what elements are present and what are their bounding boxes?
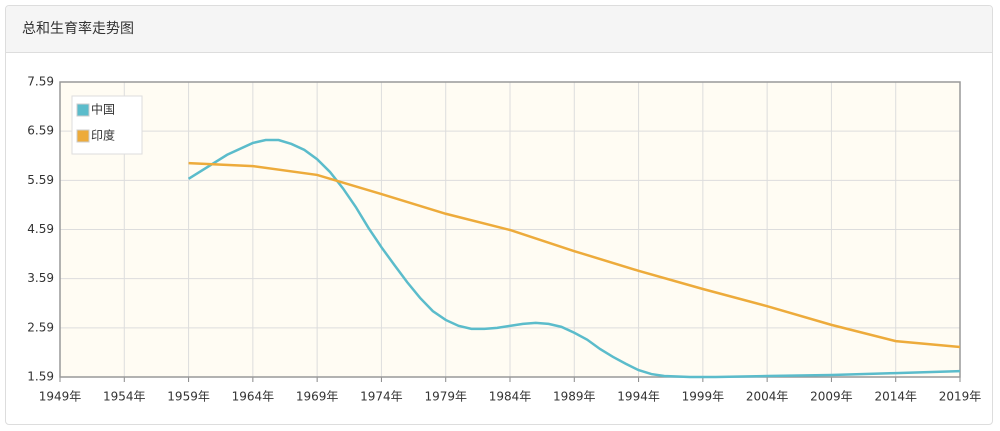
x-tick-label: 2004年 — [746, 390, 789, 404]
legend-swatch — [76, 129, 90, 143]
x-tick-label: 2014年 — [874, 390, 917, 404]
x-tick-label: 2009年 — [810, 390, 853, 404]
x-tick-label: 1969年 — [296, 390, 339, 404]
legend-label: 中国 — [91, 102, 115, 117]
x-tick-label: 1954年 — [103, 390, 146, 404]
x-tick-label: 1964年 — [232, 390, 275, 404]
line — [187, 138, 961, 379]
x-tick-label: 1974年 — [360, 390, 403, 404]
y-tick-label: 1.59 — [27, 370, 54, 384]
x-tick-label: 1999年 — [682, 390, 725, 404]
x-tick-label: 1979年 — [424, 390, 467, 404]
y-tick-label: 2.59 — [27, 320, 54, 334]
panel: 总和生育率走势图 — [5, 5, 993, 425]
x-tick-label: 1989年 — [553, 390, 596, 404]
line — [188, 161, 961, 349]
y-tick-label: 4.59 — [27, 222, 54, 236]
y-tick-label: 6.59 — [27, 124, 54, 138]
y-tick-label: 3.59 — [27, 271, 54, 285]
panel-title: 总和生育率走势图 — [6, 6, 992, 53]
legend-label: 印度 — [91, 128, 115, 143]
x-tick-label: 1959年 — [167, 390, 210, 404]
x-tick-label: 1984年 — [489, 390, 532, 404]
y-tick-label: 5.59 — [27, 173, 54, 187]
x-tick-label: 2019年 — [939, 390, 982, 404]
y-tick-label: 7.59 — [27, 75, 54, 89]
plot-border — [59, 81, 961, 378]
x-tick-label: 1949年 — [39, 390, 82, 404]
x-tick-label: 1994年 — [617, 390, 660, 404]
legend-swatch — [76, 103, 90, 117]
